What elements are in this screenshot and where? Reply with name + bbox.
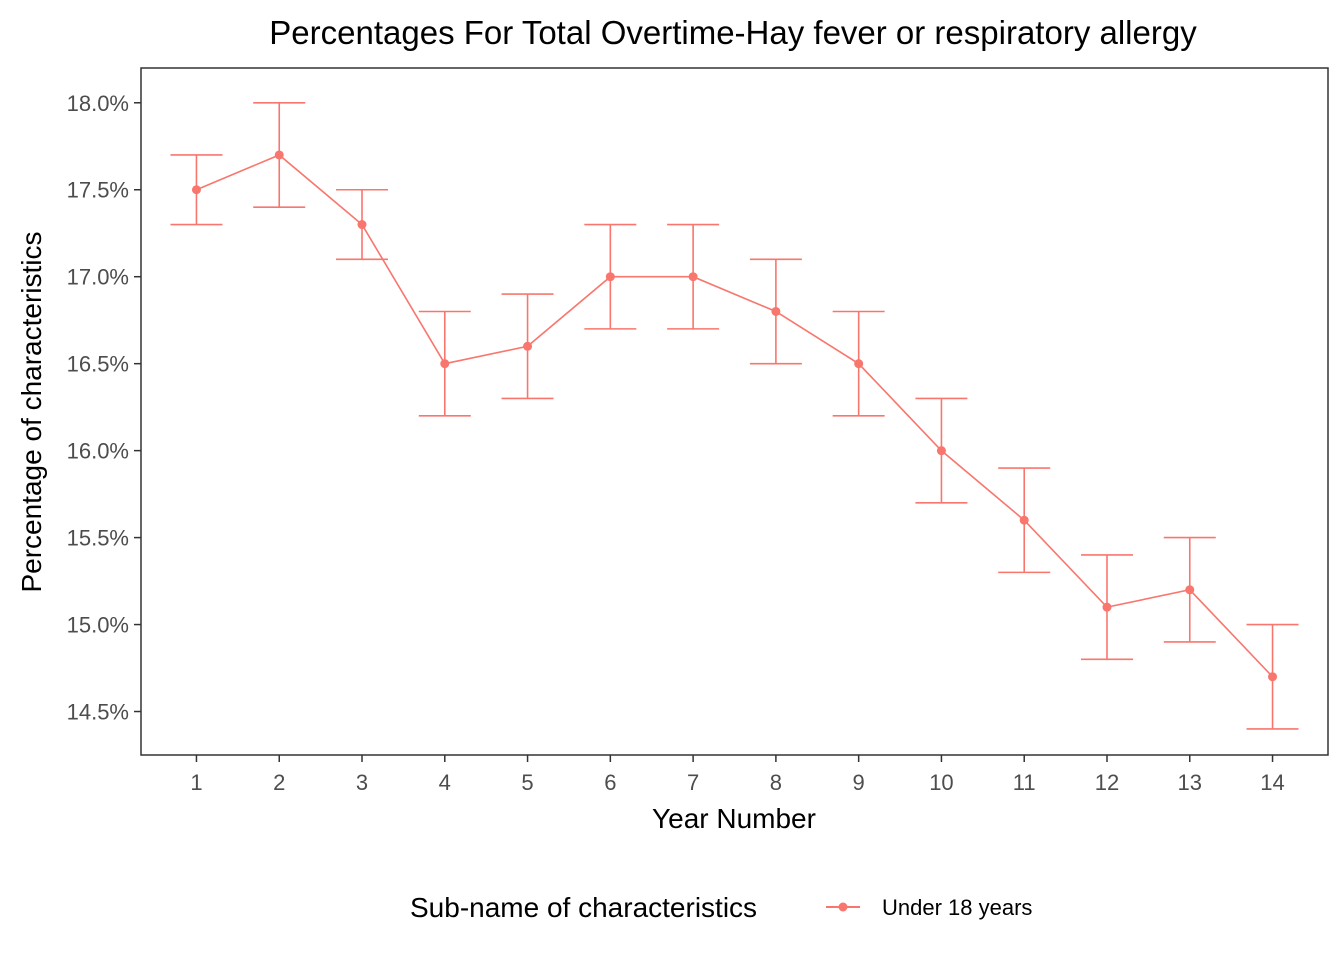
data-point <box>523 341 533 351</box>
x-tick-label: 12 <box>1095 770 1119 795</box>
y-tick-label: 16.0% <box>67 439 129 464</box>
data-point <box>1102 602 1112 612</box>
y-axis: 14.5% 15.0% 15.5% 16.0% 16.5% 17.0% 17.5% 18.0% <box>67 91 141 725</box>
legend-label: Under 18 years <box>882 895 1032 920</box>
x-axis: 1 2 3 4 5 6 7 8 9 10 11 12 13 14 <box>190 755 1285 795</box>
x-tick-label: 3 <box>356 770 368 795</box>
y-tick-label: 18.0% <box>67 91 129 116</box>
series-line <box>196 154 1274 678</box>
x-tick-label: 6 <box>604 770 616 795</box>
x-tick-label: 8 <box>770 770 782 795</box>
data-point <box>688 272 698 282</box>
x-tick-label: 1 <box>190 770 202 795</box>
y-tick-label: 14.5% <box>67 700 129 725</box>
y-tick-label: 15.0% <box>67 613 129 638</box>
x-tick-label: 10 <box>929 770 953 795</box>
x-tick-label: 13 <box>1178 770 1202 795</box>
x-tick-label: 7 <box>687 770 699 795</box>
y-axis-title: Percentage of characteristics <box>16 231 47 592</box>
x-axis-title: Year Number <box>652 803 816 834</box>
y-tick-label: 17.0% <box>67 265 129 290</box>
x-tick-label: 14 <box>1260 770 1284 795</box>
x-tick-label: 2 <box>273 770 285 795</box>
data-point <box>274 150 284 160</box>
legend: Sub-name of characteristics Under 18 yea… <box>410 892 1032 923</box>
data-point <box>191 185 201 195</box>
chart-title: Percentages For Total Overtime-Hay fever… <box>269 14 1197 51</box>
data-point <box>854 359 864 369</box>
x-tick-label: 9 <box>853 770 865 795</box>
data-point <box>1268 672 1278 682</box>
legend-key-point <box>838 902 848 912</box>
data-point <box>771 306 781 316</box>
plot-panel <box>140 67 1329 756</box>
y-tick-label: 15.5% <box>67 526 129 551</box>
legend-title: Sub-name of characteristics <box>410 892 757 923</box>
x-tick-label: 11 <box>1013 770 1036 795</box>
data-point <box>1019 515 1029 525</box>
data-point <box>440 359 450 369</box>
data-point <box>357 220 367 230</box>
data-point <box>1185 585 1195 595</box>
y-tick-label: 16.5% <box>67 352 129 377</box>
y-tick-label: 17.5% <box>67 178 129 203</box>
data-point <box>936 446 946 456</box>
data-point <box>605 272 615 282</box>
x-tick-label: 5 <box>521 770 533 795</box>
series-layer <box>170 101 1299 730</box>
x-tick-label: 4 <box>439 770 451 795</box>
